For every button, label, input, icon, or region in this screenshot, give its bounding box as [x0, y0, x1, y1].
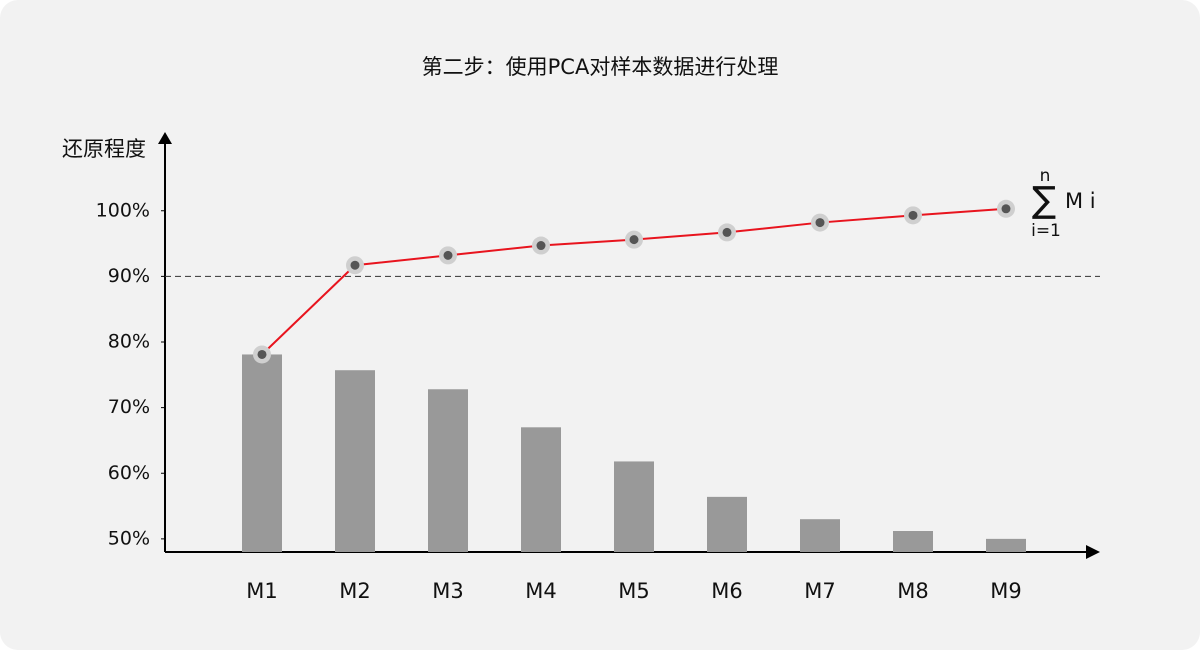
y-tick-label: 70% — [108, 396, 150, 418]
y-tick-label: 60% — [108, 462, 150, 484]
x-tick-label: M6 — [711, 579, 742, 603]
point — [722, 227, 732, 237]
x-axis-arrow — [1086, 545, 1100, 559]
y-tick-label: 100% — [96, 199, 150, 221]
x-tick-label: M9 — [990, 579, 1021, 603]
bar — [335, 370, 375, 552]
point — [815, 218, 825, 228]
y-tick-label: 90% — [108, 265, 150, 287]
y-tick-label: 80% — [108, 331, 150, 353]
x-tick-label: M8 — [897, 579, 928, 603]
bar — [242, 354, 282, 552]
x-tick-label: M4 — [525, 579, 556, 603]
bar — [893, 531, 933, 552]
point — [350, 260, 360, 270]
annotation-lower: i=1 — [1031, 221, 1061, 241]
annotation-symbol: ∑ — [1032, 180, 1056, 221]
point — [536, 241, 546, 251]
y-axis-arrow — [158, 132, 172, 144]
x-tick-label: M5 — [618, 579, 649, 603]
point — [908, 210, 918, 220]
bar — [800, 519, 840, 552]
point — [257, 349, 267, 359]
bar — [986, 538, 1026, 552]
point — [629, 235, 639, 245]
annotation-label: M i — [1065, 189, 1096, 213]
bar — [614, 461, 654, 552]
x-tick-label: M1 — [246, 579, 277, 603]
y-tick-label: 50% — [108, 527, 150, 549]
annotation-upper: n — [1040, 166, 1051, 186]
x-tick-label: M3 — [432, 579, 463, 603]
point — [1001, 204, 1011, 214]
y-axis-label: 还原程度 — [62, 137, 146, 161]
x-tick-label: M2 — [339, 579, 370, 603]
bar — [428, 389, 468, 552]
bar — [521, 427, 561, 552]
chart-title: 第二步：使用PCA对样本数据进行处理 — [422, 55, 779, 79]
point — [443, 250, 453, 260]
x-tick-label: M7 — [804, 579, 835, 603]
bar — [707, 496, 747, 552]
